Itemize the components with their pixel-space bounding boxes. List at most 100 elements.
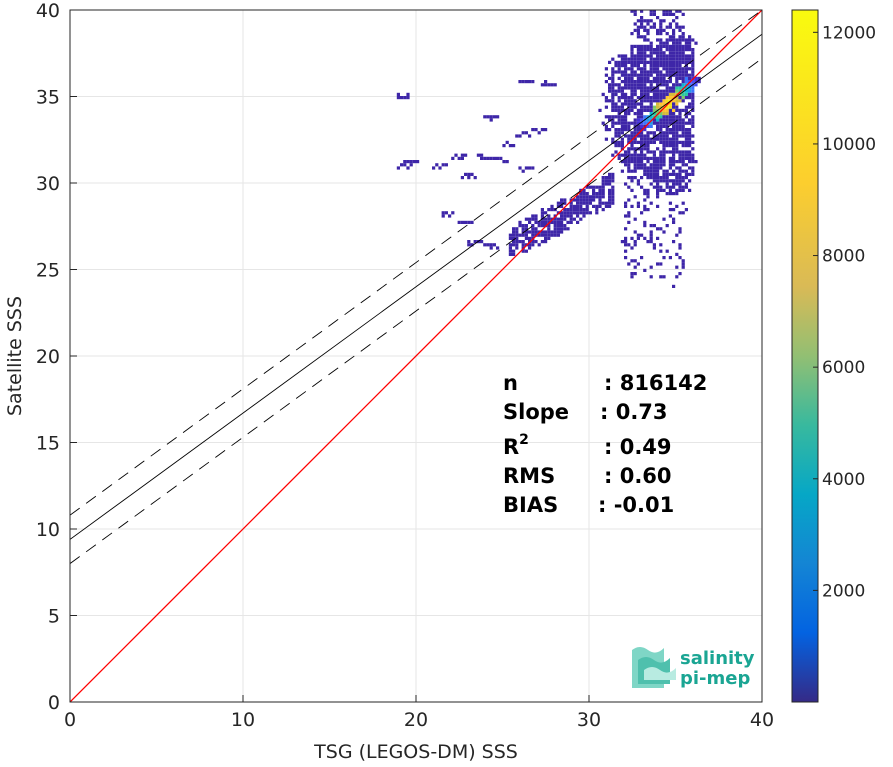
- density-cell: [649, 201, 653, 205]
- density-cell: [435, 163, 439, 167]
- density-cell: [656, 51, 660, 55]
- density-cell: [640, 54, 644, 58]
- density-cell: [694, 83, 698, 87]
- density-cell: [630, 57, 634, 61]
- density-cell: [627, 137, 631, 141]
- density-cell: [665, 108, 669, 112]
- density-cell: [489, 115, 493, 119]
- density-cell: [643, 92, 647, 96]
- density-cell: [646, 60, 650, 64]
- density-cell: [643, 220, 647, 224]
- density-cell: [640, 176, 644, 180]
- density-cell: [534, 227, 538, 231]
- density-cell: [697, 76, 701, 80]
- density-cell: [643, 35, 647, 39]
- density-cell: [460, 156, 464, 160]
- density-cell: [659, 134, 663, 138]
- density-cell: [672, 44, 676, 48]
- density-cell: [480, 156, 484, 160]
- density-cell: [604, 99, 608, 103]
- density-cell: [585, 208, 589, 212]
- density-cell: [617, 86, 621, 90]
- density-cell: [640, 22, 644, 26]
- density-cell: [617, 112, 621, 116]
- density-cell: [649, 19, 653, 23]
- density-cell: [595, 204, 599, 208]
- density-cell: [681, 35, 685, 39]
- density-cell: [668, 89, 672, 93]
- density-cell: [691, 89, 695, 93]
- density-cell: [598, 188, 602, 192]
- density-cell: [681, 124, 685, 128]
- density-cell: [684, 208, 688, 212]
- density-cell: [681, 134, 685, 138]
- density-cell: [624, 80, 628, 84]
- density-cell: [592, 195, 596, 199]
- density-cell: [675, 76, 679, 80]
- density-cell: [649, 96, 653, 100]
- density-cell: [592, 192, 596, 196]
- density-cell: [659, 76, 663, 80]
- density-cell: [620, 137, 624, 141]
- density-cell: [521, 227, 525, 231]
- density-cell: [643, 166, 647, 170]
- density-cell: [665, 70, 669, 74]
- density-cell: [553, 83, 557, 87]
- density-cell: [627, 160, 631, 164]
- density-cell: [528, 236, 532, 240]
- density-cell: [624, 57, 628, 61]
- density-cell: [544, 233, 548, 237]
- density-cell: [630, 73, 634, 77]
- density-cell: [646, 131, 650, 135]
- density-cell: [652, 89, 656, 93]
- density-cell: [643, 204, 647, 208]
- density-cell: [672, 92, 676, 96]
- density-cell: [601, 179, 605, 183]
- density-cell: [643, 38, 647, 42]
- density-cell: [614, 128, 618, 132]
- density-cell: [659, 115, 663, 119]
- density-cell: [614, 150, 618, 154]
- density-cell: [604, 96, 608, 100]
- density-cell: [684, 153, 688, 157]
- density-cell: [582, 188, 586, 192]
- density-cell: [633, 128, 637, 132]
- density-cell: [502, 160, 506, 164]
- colorbar-tick-label: 2000: [822, 581, 865, 601]
- density-cell: [608, 60, 612, 64]
- density-cell: [691, 102, 695, 106]
- density-cell: [649, 12, 653, 16]
- lower-bound-line: [70, 58, 762, 564]
- density-cell: [643, 28, 647, 32]
- density-cell: [652, 70, 656, 74]
- density-cell: [678, 83, 682, 87]
- density-cell: [681, 185, 685, 189]
- density-cell: [672, 67, 676, 71]
- density-cell: [665, 48, 669, 52]
- density-cell: [630, 140, 634, 144]
- density-cell: [515, 134, 519, 138]
- density-cell: [668, 92, 672, 96]
- density-cell: [624, 150, 628, 154]
- density-cell: [630, 176, 634, 180]
- density-cell: [467, 243, 471, 247]
- density-cell: [652, 12, 656, 16]
- density-cell: [643, 99, 647, 103]
- density-cell: [620, 115, 624, 119]
- density-cell: [553, 220, 557, 224]
- density-cell: [646, 124, 650, 128]
- density-cell: [675, 51, 679, 55]
- colorbar-tick-label: 12000: [822, 23, 876, 43]
- density-cell: [627, 121, 631, 125]
- density-cell: [652, 105, 656, 109]
- density-cell: [620, 118, 624, 122]
- density-cell: [396, 96, 400, 100]
- density-cell: [649, 57, 653, 61]
- density-cell: [585, 204, 589, 208]
- density-cell: [633, 54, 637, 58]
- density-cell: [681, 12, 685, 16]
- density-cell: [646, 70, 650, 74]
- density-cell: [668, 144, 672, 148]
- density-cell: [668, 128, 672, 132]
- density-cell: [646, 76, 650, 80]
